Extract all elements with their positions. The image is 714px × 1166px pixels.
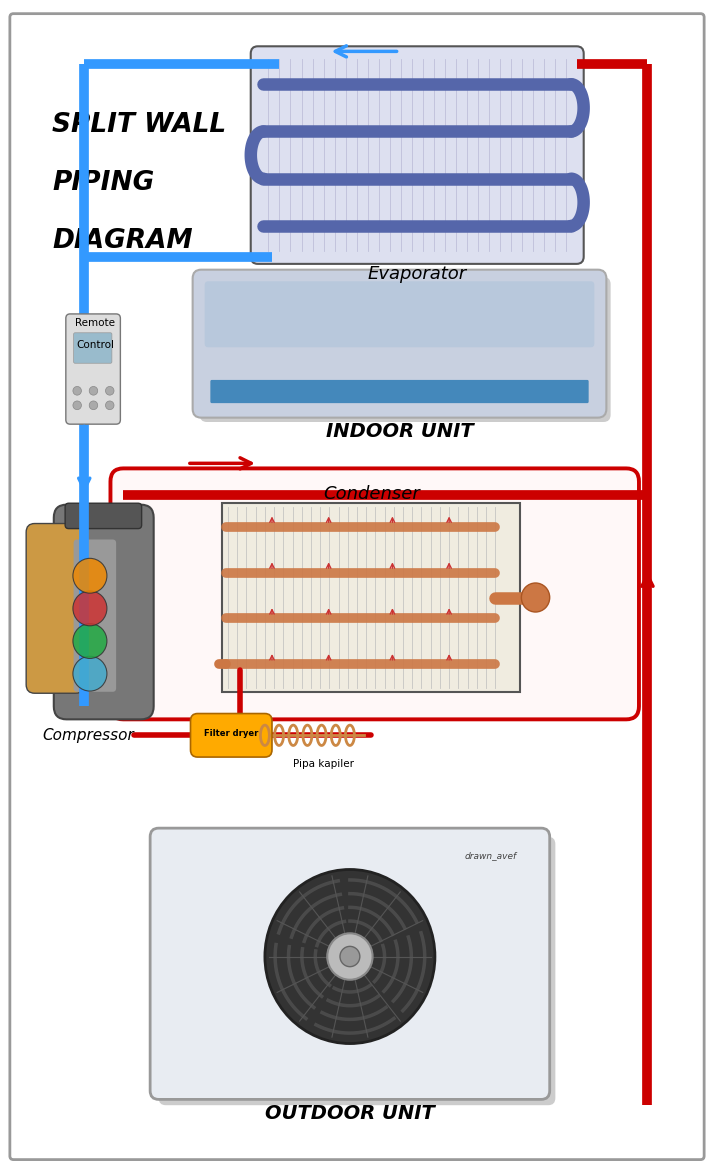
FancyBboxPatch shape [159, 837, 555, 1105]
Circle shape [73, 624, 107, 659]
Text: Compressor: Compressor [42, 728, 134, 743]
Text: PIPING: PIPING [52, 169, 155, 196]
Circle shape [265, 870, 435, 1044]
FancyBboxPatch shape [66, 314, 121, 424]
FancyBboxPatch shape [193, 269, 606, 417]
Circle shape [73, 401, 81, 409]
FancyBboxPatch shape [111, 469, 639, 719]
Text: Pipa kapiler: Pipa kapiler [293, 759, 354, 768]
FancyBboxPatch shape [26, 524, 84, 694]
Text: Filter dryer: Filter dryer [204, 730, 258, 738]
Text: Remote: Remote [75, 318, 115, 329]
Text: OUTDOOR UNIT: OUTDOOR UNIT [265, 1104, 435, 1123]
FancyBboxPatch shape [191, 714, 272, 757]
Circle shape [73, 559, 107, 593]
FancyBboxPatch shape [74, 540, 116, 691]
Text: drawn_avef: drawn_avef [464, 851, 516, 861]
FancyBboxPatch shape [150, 828, 550, 1100]
FancyBboxPatch shape [10, 14, 704, 1160]
Text: DIAGRAM: DIAGRAM [52, 227, 193, 254]
FancyBboxPatch shape [211, 380, 588, 403]
Circle shape [340, 947, 360, 967]
FancyBboxPatch shape [74, 332, 112, 364]
FancyBboxPatch shape [200, 278, 610, 422]
Text: SPLIT WALL: SPLIT WALL [52, 112, 226, 138]
Text: Evaporator: Evaporator [368, 266, 467, 283]
FancyBboxPatch shape [251, 47, 584, 264]
FancyBboxPatch shape [65, 504, 141, 528]
FancyBboxPatch shape [205, 281, 594, 347]
Circle shape [73, 656, 107, 691]
Text: Control: Control [76, 340, 114, 350]
Circle shape [73, 386, 81, 395]
Circle shape [106, 386, 114, 395]
FancyBboxPatch shape [54, 505, 154, 719]
Circle shape [89, 401, 98, 409]
FancyBboxPatch shape [222, 504, 520, 691]
Text: Condenser: Condenser [323, 485, 420, 503]
Circle shape [89, 386, 98, 395]
Circle shape [106, 401, 114, 409]
Circle shape [327, 933, 373, 979]
Circle shape [521, 583, 550, 612]
Text: INDOOR UNIT: INDOOR UNIT [326, 422, 473, 441]
Circle shape [73, 591, 107, 626]
